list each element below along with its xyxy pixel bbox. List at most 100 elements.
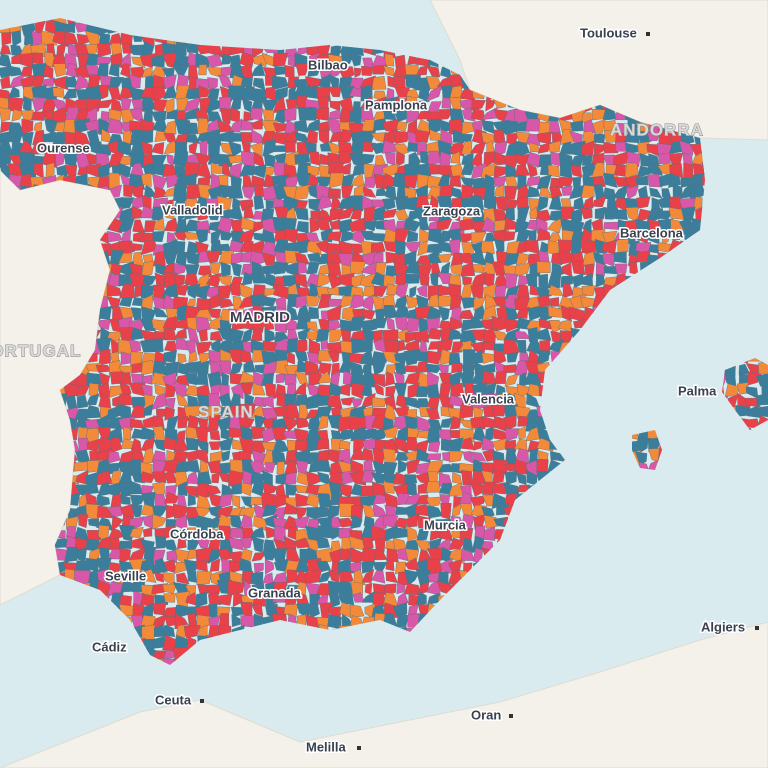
municipality — [52, 75, 69, 91]
municipality — [593, 133, 606, 144]
municipality — [505, 273, 518, 289]
city-label: Oran — [471, 707, 501, 722]
municipality — [361, 309, 376, 320]
municipality — [185, 437, 200, 451]
municipality — [406, 229, 418, 243]
municipality — [418, 85, 430, 103]
municipality — [452, 129, 465, 143]
municipality — [403, 349, 420, 366]
city-dot — [200, 699, 204, 703]
municipality — [382, 208, 397, 219]
municipality — [151, 110, 167, 122]
municipality — [240, 64, 254, 79]
municipality — [426, 327, 443, 340]
municipality — [297, 262, 308, 274]
municipality — [217, 285, 233, 300]
municipality — [503, 207, 515, 221]
municipality — [536, 196, 549, 213]
municipality — [98, 349, 111, 366]
municipality — [318, 121, 331, 132]
municipality — [549, 120, 561, 134]
municipality — [583, 119, 596, 134]
municipality — [252, 382, 266, 396]
municipality — [42, 77, 55, 87]
municipality — [140, 318, 156, 332]
municipality — [261, 395, 274, 408]
country-label: SPAIN — [198, 402, 254, 421]
municipality — [494, 239, 505, 254]
municipality — [0, 107, 11, 122]
municipality — [450, 306, 462, 322]
municipality — [559, 162, 573, 179]
municipality — [85, 85, 102, 102]
municipality — [315, 329, 330, 343]
municipality — [386, 283, 400, 296]
municipality — [239, 164, 255, 177]
municipality — [41, 30, 58, 46]
municipality — [188, 350, 198, 364]
municipality — [107, 86, 122, 101]
municipality — [274, 66, 287, 76]
municipality — [364, 220, 377, 232]
municipality — [198, 328, 208, 342]
municipality — [395, 240, 406, 257]
municipality — [240, 381, 254, 396]
municipality — [761, 381, 768, 396]
municipality — [404, 174, 419, 189]
municipality — [121, 197, 135, 210]
municipality — [252, 53, 268, 68]
municipality — [502, 339, 520, 355]
municipality — [229, 363, 243, 376]
municipality — [63, 31, 79, 45]
municipality — [353, 67, 362, 78]
municipality — [317, 525, 333, 539]
municipality — [75, 384, 91, 397]
municipality — [439, 184, 454, 199]
municipality — [241, 186, 257, 200]
municipality — [363, 329, 377, 342]
municipality — [74, 118, 91, 134]
municipality — [338, 162, 352, 175]
municipality — [581, 140, 595, 156]
municipality — [505, 164, 518, 178]
municipality — [295, 63, 310, 76]
municipality — [461, 152, 474, 166]
municipality — [469, 141, 486, 154]
municipality — [128, 242, 144, 252]
municipality — [185, 88, 201, 100]
municipality — [382, 448, 396, 464]
municipality — [195, 341, 213, 356]
municipality — [338, 205, 356, 220]
municipality — [152, 459, 166, 474]
municipality — [130, 327, 144, 341]
municipality — [205, 208, 222, 221]
municipality — [275, 296, 287, 310]
municipality — [253, 164, 267, 179]
municipality — [350, 261, 366, 275]
municipality — [372, 317, 388, 329]
municipality — [175, 218, 187, 234]
municipality — [151, 142, 165, 155]
city-label: Granada — [248, 585, 302, 600]
municipality — [45, 18, 54, 22]
municipality — [416, 65, 428, 76]
municipality — [494, 371, 507, 384]
municipality — [208, 441, 222, 451]
municipality — [219, 298, 234, 309]
municipality — [371, 76, 387, 90]
municipality — [570, 165, 583, 178]
municipality — [108, 64, 120, 78]
municipality — [461, 469, 473, 486]
municipality — [161, 361, 179, 377]
municipality — [683, 162, 694, 178]
municipality — [661, 233, 670, 246]
municipality — [241, 327, 253, 345]
municipality — [261, 318, 275, 331]
municipality — [570, 120, 584, 132]
city-dot — [646, 32, 650, 36]
municipality — [493, 349, 507, 367]
municipality — [294, 200, 309, 211]
municipality — [273, 316, 290, 334]
municipality — [337, 129, 353, 145]
municipality — [459, 233, 475, 244]
